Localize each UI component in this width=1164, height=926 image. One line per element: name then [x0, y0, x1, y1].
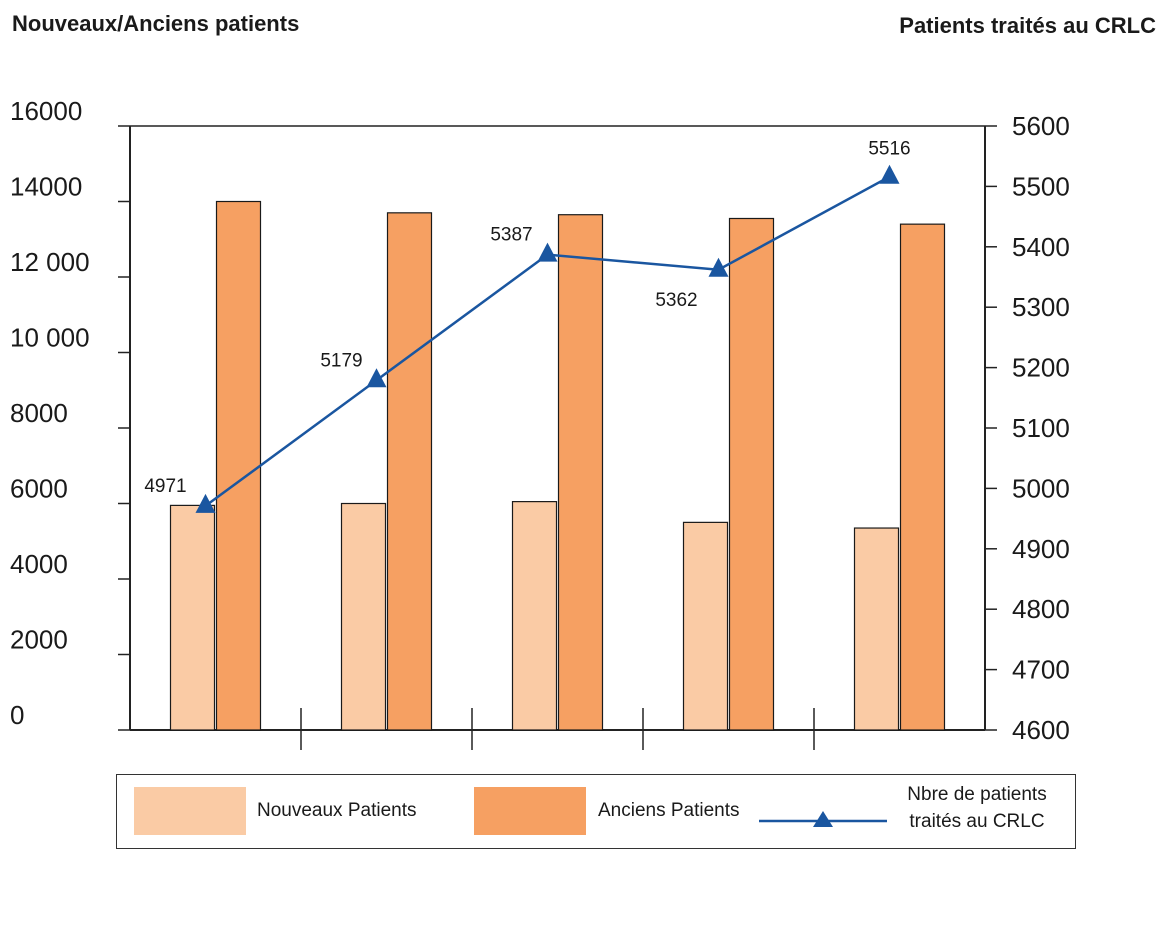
right-tick-label: 5200: [1012, 353, 1070, 383]
legend-label-line-2: traités au CRLC: [909, 811, 1045, 832]
legend-line-marker: [759, 811, 887, 827]
bar-anciens: [728, 217, 775, 731]
right-tick-label: 4700: [1012, 655, 1070, 685]
bar-nouveaux: [511, 501, 558, 731]
right-tick-label: 4800: [1012, 594, 1070, 624]
legend-label-old: Anciens Patients: [598, 800, 740, 821]
right-tick-label: 5300: [1012, 292, 1070, 322]
legend-swatch-old: [474, 787, 586, 835]
left-tick-label: 2000: [10, 625, 68, 655]
line-marker: [195, 493, 216, 513]
right-axis-title: Patients traités au CRLC: [899, 13, 1156, 38]
right-tick-label: 5400: [1012, 232, 1070, 262]
bar-nouveaux: [682, 521, 729, 731]
bar-nouveaux: [169, 504, 216, 731]
legend-label-line-1: Nbre de patients: [907, 784, 1047, 805]
chart: 0 2000 4000 6000 8000 10 000 12 000 14000 16000 4…: [10, 96, 1070, 750]
left-tick-label: 6000: [10, 474, 68, 504]
data-label: 5516: [868, 139, 910, 160]
line-marker: [879, 164, 900, 184]
right-tick-label: 5100: [1012, 413, 1070, 443]
left-tick-label: 16000: [10, 96, 82, 126]
left-tick-label: 0: [10, 700, 24, 730]
right-tick-label: 5000: [1012, 473, 1070, 503]
left-tick-label: 10 000: [10, 323, 90, 353]
right-tick-label: 4900: [1012, 534, 1070, 564]
line-marker: [708, 257, 729, 277]
left-tick-label: 14000: [10, 172, 82, 202]
bar-anciens: [215, 200, 262, 731]
left-tick-label: 12 000: [10, 247, 90, 277]
right-tick-label: 5600: [1012, 111, 1070, 141]
legend-label-new: Nouveaux Patients: [257, 800, 417, 821]
line-marker: [366, 368, 387, 388]
bar-anciens: [557, 214, 604, 731]
data-label: 5387: [490, 225, 532, 246]
legend: Nouveaux Patients Anciens Patients Nbre …: [116, 774, 1076, 849]
left-tick-label: 8000: [10, 398, 68, 428]
data-label: 5179: [320, 350, 362, 371]
line-marker: [537, 242, 558, 262]
data-label: 4971: [144, 476, 186, 497]
left-axis-title: Nouveaux/Anciens patients: [12, 11, 300, 36]
bar-nouveaux: [340, 502, 387, 731]
right-tick-label: 4600: [1012, 715, 1070, 745]
left-tick-label: 4000: [10, 549, 68, 579]
bar-anciens: [899, 223, 946, 731]
right-tick-label: 5500: [1012, 171, 1070, 201]
bar-nouveaux: [853, 527, 900, 731]
line-series-crlc: [204, 175, 891, 507]
data-label: 5362: [655, 290, 697, 311]
legend-swatch-new: [134, 787, 246, 835]
bar-anciens: [386, 212, 433, 731]
